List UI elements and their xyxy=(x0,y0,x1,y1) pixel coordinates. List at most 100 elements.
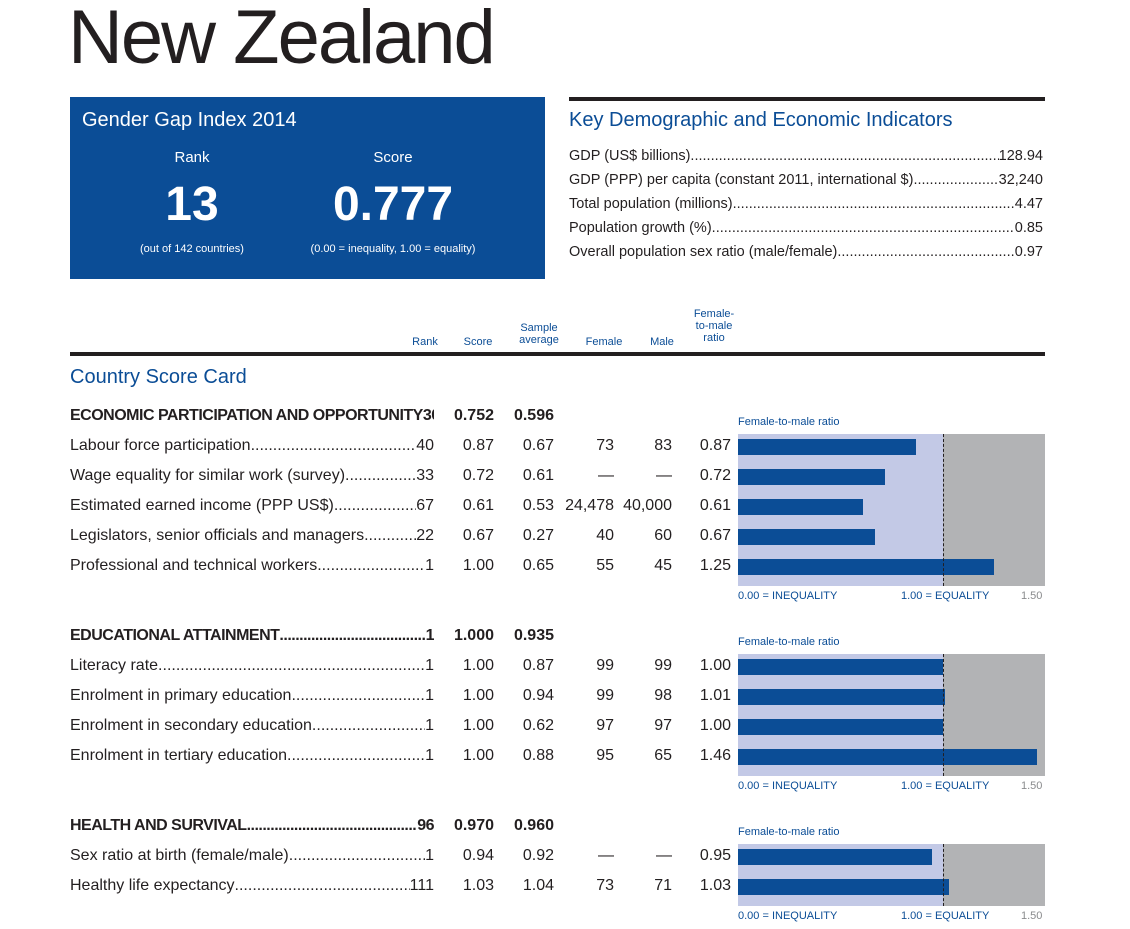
ratio-bar xyxy=(738,469,885,485)
axis-equality-label: 1.00 = EQUALITY xyxy=(901,780,990,792)
ratio-bar xyxy=(738,529,875,545)
leader-dots xyxy=(289,847,425,865)
row-label: Labour force participation xyxy=(70,437,251,454)
leader-dots xyxy=(279,627,425,645)
indicator-value: 4.47 xyxy=(1014,196,1043,212)
row-ratio: 0.72 xyxy=(699,467,731,484)
row-male: 99 xyxy=(654,657,672,674)
row-score: 1.03 xyxy=(462,877,494,894)
row-female: 97 xyxy=(596,717,614,734)
row-score: 0.72 xyxy=(462,467,494,484)
row-score: 1.00 xyxy=(462,687,494,704)
row-score: 0.87 xyxy=(462,437,494,454)
section-rank: 96 xyxy=(417,817,434,834)
scorecard-rule xyxy=(70,352,1045,356)
ratio-bar xyxy=(738,719,943,735)
row-male: 60 xyxy=(654,527,672,544)
column-header-rank: Rank xyxy=(412,336,438,348)
section-sample-average: 0.935 xyxy=(513,627,554,644)
ggi-rank-note: (out of 142 countries) xyxy=(140,243,244,255)
axis-max-label: 1.50 xyxy=(1021,910,1043,922)
row-male: — xyxy=(656,467,672,484)
indicators-title: Key Demographic and Economic Indicators xyxy=(569,109,953,131)
leader-dots xyxy=(247,817,418,835)
indicator-row-label: Wage equality for similar work (survey) 3… xyxy=(70,467,434,489)
indicator-row-label: Sex ratio at birth (female/male) 1 xyxy=(70,847,434,869)
row-sample-average: 1.04 xyxy=(522,877,554,894)
equality-line xyxy=(943,654,944,776)
ratio-bar xyxy=(738,879,949,895)
row-ratio: 1.00 xyxy=(699,657,731,674)
column-header-female: Female xyxy=(585,336,623,348)
column-header-sample-average: Sample average xyxy=(512,322,566,346)
ratio-bar xyxy=(738,499,863,515)
column-header-score: Score xyxy=(463,336,493,348)
row-female: — xyxy=(598,467,614,484)
indicator-label: Total population (millions) xyxy=(569,196,733,212)
row-sample-average: 0.88 xyxy=(522,747,554,764)
leader-dots xyxy=(364,527,416,545)
row-ratio: 1.03 xyxy=(699,877,731,894)
ratio-chart xyxy=(738,434,1045,586)
ratio-chart xyxy=(738,654,1045,776)
indicator-row: GDP (PPP) per capita (constant 2011, int… xyxy=(569,172,1043,192)
indicator-value: 32,240 xyxy=(998,172,1043,188)
row-male: — xyxy=(656,847,672,864)
section-title: HEALTH AND SURVIVAL xyxy=(70,817,247,834)
axis-equality-label: 1.00 = EQUALITY xyxy=(901,590,990,602)
row-male: 83 xyxy=(654,437,672,454)
row-rank: 1 xyxy=(425,557,434,574)
row-score: 1.00 xyxy=(462,557,494,574)
leader-dots xyxy=(690,148,998,164)
leader-dots xyxy=(158,657,425,675)
row-female: 99 xyxy=(596,687,614,704)
axis-min-label: 0.00 = INEQUALITY xyxy=(738,780,838,792)
column-header-ratio-line2: to-male xyxy=(695,320,733,332)
row-rank: 40 xyxy=(416,437,434,454)
row-score: 1.00 xyxy=(462,657,494,674)
row-sample-average: 0.53 xyxy=(522,497,554,514)
axis-max-label: 1.50 xyxy=(1021,590,1043,602)
section-rank: 1 xyxy=(425,627,434,644)
row-score: 0.94 xyxy=(462,847,494,864)
indicator-value: 128.94 xyxy=(998,148,1043,164)
indicator-label: GDP (PPP) per capita (constant 2011, int… xyxy=(569,172,914,188)
row-rank: 111 xyxy=(409,877,434,894)
indicator-row-label: Literacy rate 1 xyxy=(70,657,434,679)
indicator-label: Population growth (%) xyxy=(569,220,712,236)
chart-title: Female-to-male ratio xyxy=(738,636,840,648)
column-header-ratio-line1: Female- xyxy=(693,308,735,320)
ggi-title: Gender Gap Index 2014 xyxy=(82,109,297,131)
leader-dots xyxy=(712,220,1015,236)
axis-min-label: 0.00 = INEQUALITY xyxy=(738,910,838,922)
equality-line xyxy=(943,844,944,906)
leader-dots xyxy=(837,244,1014,260)
ratio-bar xyxy=(738,849,932,865)
axis-min-label: 0.00 = INEQUALITY xyxy=(738,590,838,602)
column-header-sample-line2: average xyxy=(519,334,559,346)
indicator-row-label: Enrolment in secondary education 1 xyxy=(70,717,434,739)
row-label: Sex ratio at birth (female/male) xyxy=(70,847,289,864)
indicator-row: GDP (US$ billions) 128.94 xyxy=(569,148,1043,168)
row-score: 0.67 xyxy=(462,527,494,544)
row-sample-average: 0.62 xyxy=(522,717,554,734)
ggi-rank-value: 13 xyxy=(165,178,219,231)
axis-max-label: 1.50 xyxy=(1021,780,1043,792)
row-score: 1.00 xyxy=(462,717,494,734)
row-sample-average: 0.94 xyxy=(522,687,554,704)
row-score: 0.61 xyxy=(462,497,494,514)
indicator-value: 0.97 xyxy=(1014,244,1043,260)
leader-dots xyxy=(334,497,416,515)
leader-dots xyxy=(235,877,410,895)
ratio-bar xyxy=(738,559,994,575)
row-ratio: 0.67 xyxy=(699,527,731,544)
ratio-chart xyxy=(738,844,1045,906)
row-female: 40 xyxy=(596,527,614,544)
indicator-row: Total population (millions) 4.47 xyxy=(569,196,1043,216)
section-title: ECONOMIC PARTICIPATION AND OPPORTUNITY xyxy=(70,407,423,424)
section-rank: 30 xyxy=(422,407,434,424)
row-male: 71 xyxy=(654,877,672,894)
row-label: Enrolment in secondary education xyxy=(70,717,312,734)
ratio-bar xyxy=(738,689,945,705)
row-rank: 1 xyxy=(425,657,434,674)
